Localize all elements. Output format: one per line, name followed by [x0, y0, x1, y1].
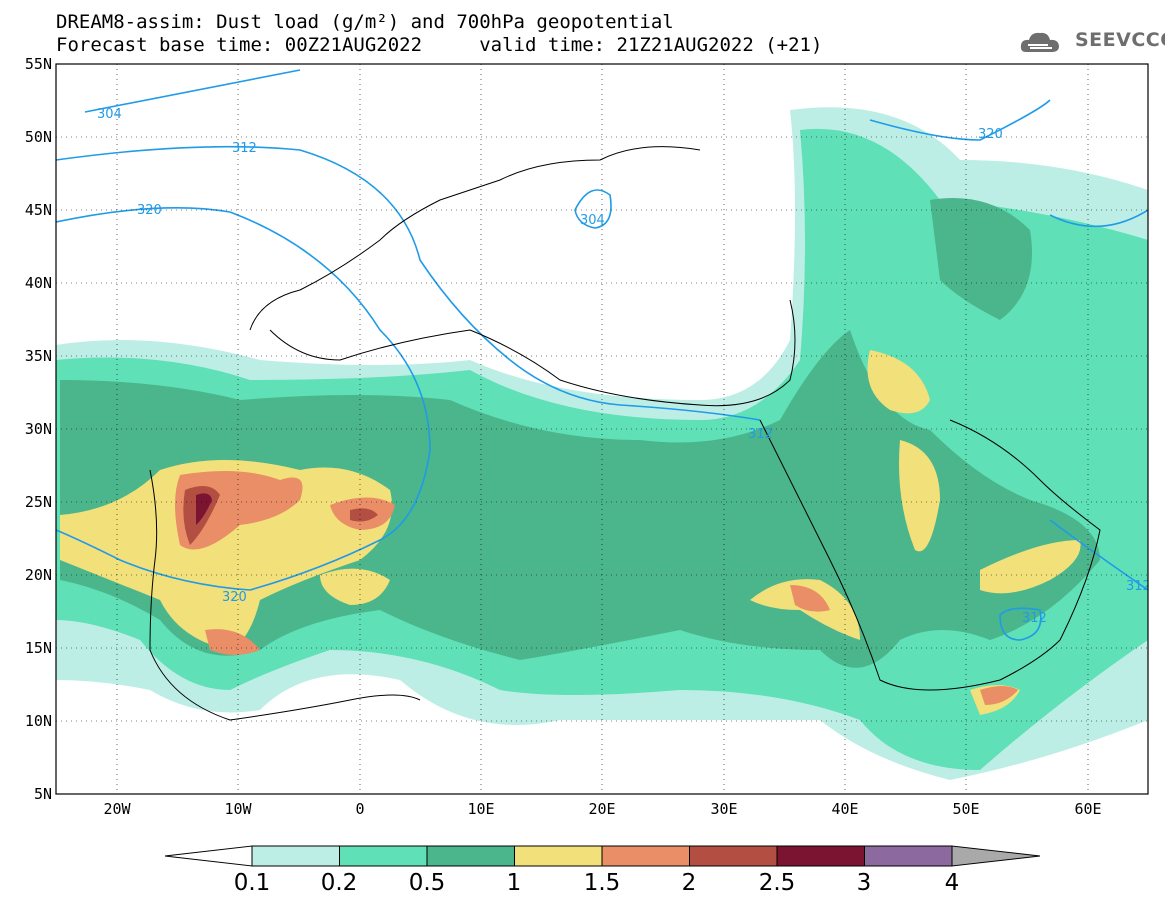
lat-label: 30N [24, 420, 52, 438]
dust-region-2 [350, 508, 378, 522]
colorbar-label: 0.2 [320, 870, 358, 896]
geopotential-contour [869, 99, 1051, 141]
dust-region-1 [899, 440, 940, 552]
contour-label: 320 [222, 590, 247, 605]
logo-text: SEEVCCC [1075, 29, 1165, 51]
dust-region-0.5 [930, 198, 1032, 320]
lat-label: 40N [24, 274, 52, 292]
dust-region-1 [320, 568, 390, 605]
geopotential-contour [574, 189, 612, 229]
colorbar-label: 2 [681, 870, 697, 896]
coastline [149, 469, 421, 721]
dust-region-1 [980, 540, 1081, 594]
lat-label: 45N [24, 201, 52, 219]
dust-region-1 [60, 460, 392, 650]
dust-region-1 [867, 350, 930, 414]
contour-label: 312 [232, 141, 257, 156]
colorbar-label: 1 [506, 870, 522, 896]
colorbar-label: 3 [856, 870, 872, 896]
lat-label: 35N [24, 347, 52, 365]
geopotential-contour [84, 69, 301, 113]
lon-label: 10W [224, 800, 252, 818]
lon-label: 30E [710, 800, 738, 818]
lat-label: 50N [24, 128, 52, 146]
colorbar-label: 1.5 [583, 870, 621, 896]
lon-label: 0 [355, 800, 365, 818]
geopotential-contour [56, 145, 761, 421]
dust-region-1.5 [980, 686, 1018, 705]
cloud-logo-icon [1020, 32, 1059, 52]
colorbar-label: 0.1 [233, 870, 271, 896]
colorbar-label: 0.5 [408, 870, 446, 896]
dust-region-2.5 [196, 493, 212, 525]
coastline [759, 419, 1101, 691]
lat-label: 55N [24, 55, 52, 73]
lon-label: 20E [588, 800, 616, 818]
dust-region-0.5 [60, 330, 1100, 668]
contour-label: 312 [748, 427, 773, 442]
lat-label: 10N [24, 712, 52, 730]
lon-label: 40E [831, 800, 859, 818]
colorbar-label: 2.5 [758, 870, 796, 896]
dust-region-1.5 [205, 629, 260, 655]
contour-label: 312 [1126, 579, 1151, 594]
geopotential-contour [56, 206, 431, 591]
coastline [249, 146, 701, 331]
lat-label: 15N [24, 639, 52, 657]
map-subtitle: Forecast base time: 00Z21AUG2022 valid t… [56, 34, 823, 56]
contour-label: 320 [137, 203, 162, 218]
contour-label: 304 [97, 107, 122, 122]
contour-label: 312 [1022, 611, 1047, 626]
lon-label: 50E [952, 800, 980, 818]
coastline [269, 299, 796, 407]
contour-label: 320 [978, 127, 1003, 142]
lat-label: 5N [33, 785, 52, 803]
geopotential-contour [1049, 209, 1148, 228]
lon-label: 10E [467, 800, 495, 818]
lat-label: 25N [24, 493, 52, 511]
map-frame [55, 63, 1149, 795]
lat-label: 20N [24, 566, 52, 584]
colorbar-label: 4 [944, 870, 960, 896]
contour-label: 304 [580, 213, 605, 228]
dust-region-1.5 [790, 585, 830, 612]
lon-label: 60E [1074, 800, 1102, 818]
geopotential-contour [999, 607, 1042, 641]
map-title: DREAM8-assim: Dust load (g/m²) and 700hP… [56, 11, 674, 33]
lon-label: 20W [103, 800, 131, 818]
